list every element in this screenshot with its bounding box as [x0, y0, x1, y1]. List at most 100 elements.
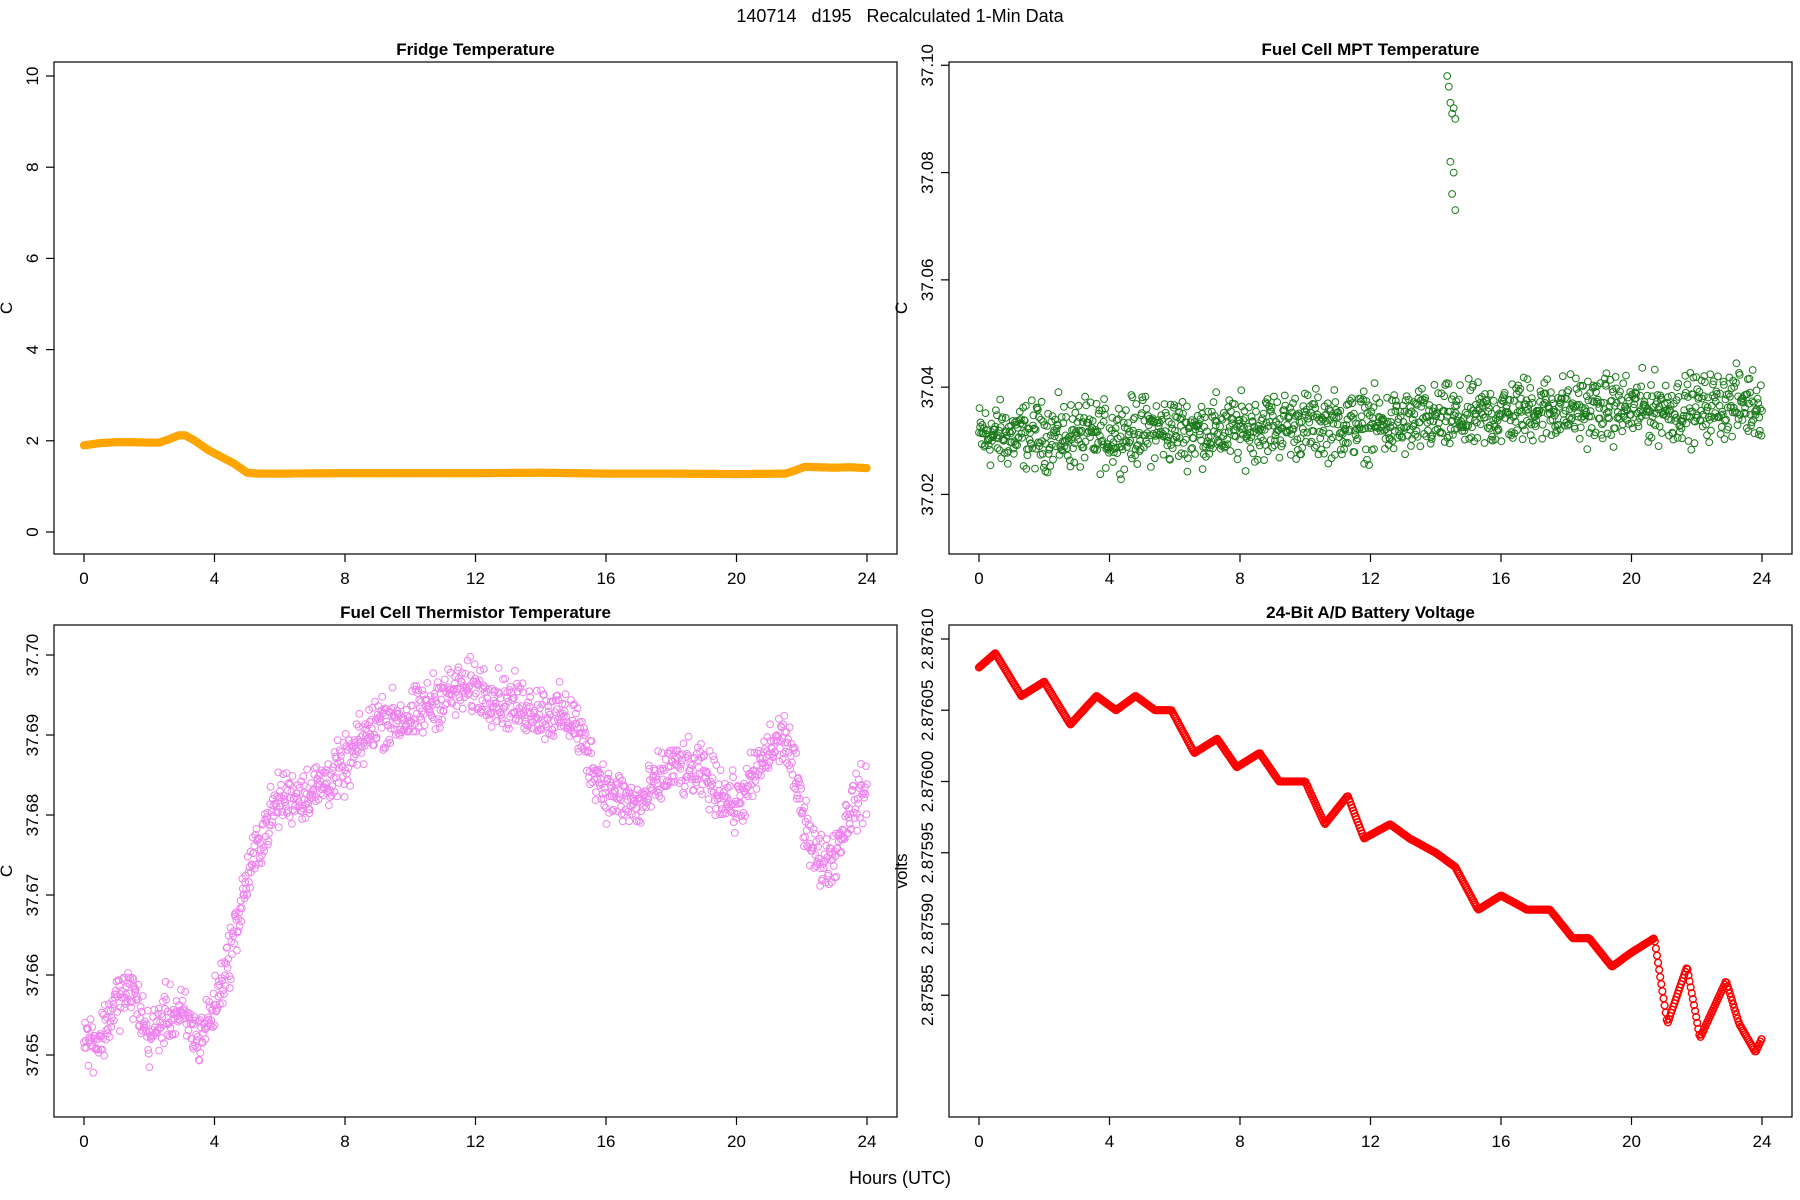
- data-point: [1736, 410, 1745, 419]
- data-point: [510, 694, 518, 702]
- data-point: [676, 764, 685, 773]
- data-point: [1319, 426, 1328, 435]
- data-point: [512, 701, 521, 710]
- data-point: [251, 864, 259, 873]
- data-point: [1352, 436, 1361, 445]
- data-point: [1745, 374, 1754, 383]
- data-point: [1214, 437, 1222, 445]
- data-point: [1730, 383, 1739, 391]
- x-tick-label: 24: [1753, 1132, 1772, 1151]
- data-point: [1686, 983, 1695, 992]
- data-point: [1598, 420, 1606, 429]
- data-point: [1129, 415, 1138, 424]
- data-point: [418, 686, 427, 695]
- data-point: [1096, 470, 1105, 479]
- data-point: [730, 829, 739, 837]
- data-point: [181, 987, 190, 996]
- data-point: [438, 715, 446, 724]
- x-tick-label: 8: [1235, 1132, 1244, 1151]
- data-point: [698, 790, 706, 799]
- data-point: [1611, 424, 1619, 433]
- data-point: [1519, 421, 1527, 430]
- data-point: [822, 835, 831, 843]
- data-point: [1579, 412, 1588, 421]
- data-point: [1147, 463, 1155, 471]
- data-point: [1398, 433, 1407, 442]
- data-point: [600, 801, 609, 810]
- data-point: [1390, 426, 1399, 435]
- x-tick-label: 16: [597, 1132, 616, 1151]
- data-point: [657, 794, 666, 803]
- data-point: [1732, 1010, 1741, 1019]
- data-point: [1263, 395, 1272, 403]
- data-point: [281, 798, 290, 806]
- data-point: [409, 727, 418, 736]
- data-point: [1547, 431, 1556, 440]
- data-point: [1445, 431, 1453, 440]
- data-point: [1474, 378, 1482, 387]
- data-point: [1094, 438, 1103, 447]
- data-point: [1237, 386, 1246, 395]
- data-point: [498, 714, 506, 723]
- data-point: [1720, 381, 1728, 389]
- data-point: [1632, 389, 1641, 398]
- data-point: [346, 782, 355, 790]
- data-point: [209, 989, 218, 998]
- data-point: [1735, 371, 1744, 379]
- data-point: [1444, 379, 1453, 388]
- data-point: [464, 690, 473, 699]
- data-point: [526, 693, 535, 701]
- data-point: [1111, 424, 1120, 433]
- data-point: [783, 759, 791, 767]
- data-point: [1048, 440, 1056, 449]
- data-point: [1535, 406, 1544, 415]
- data-point: [1322, 440, 1331, 449]
- data-point: [487, 723, 496, 731]
- data-point: [1604, 413, 1612, 422]
- data-point: [178, 996, 187, 1005]
- data-point: [1421, 394, 1430, 402]
- data-point: [305, 805, 314, 814]
- data-point: [1449, 168, 1458, 177]
- data-point: [423, 679, 432, 687]
- data-point: [118, 975, 127, 983]
- data-point: [551, 696, 560, 705]
- data-point: [1411, 430, 1420, 439]
- data-point: [1465, 434, 1474, 443]
- data-point: [417, 715, 426, 724]
- data-point: [1416, 442, 1425, 451]
- data-point: [1595, 404, 1604, 412]
- data-point: [1575, 400, 1584, 409]
- data-point: [1697, 406, 1705, 415]
- data-point: [166, 980, 174, 989]
- data-point: [1302, 438, 1310, 446]
- data-point: [441, 700, 450, 709]
- data-point: [1720, 435, 1729, 444]
- data-point: [673, 746, 682, 755]
- data-point: [532, 686, 541, 695]
- data-point: [1088, 417, 1097, 425]
- data-point: [1389, 444, 1398, 453]
- data-point: [859, 789, 868, 797]
- data-point: [1556, 399, 1565, 408]
- data-point: [719, 808, 728, 817]
- data-point: [774, 733, 783, 741]
- data-point: [601, 803, 610, 812]
- data-point: [705, 805, 714, 814]
- data-point: [779, 720, 788, 729]
- data-point: [700, 751, 709, 759]
- data-point: [1443, 72, 1452, 80]
- data-point: [1275, 453, 1284, 462]
- data-point: [1135, 447, 1144, 456]
- data-point: [636, 819, 645, 827]
- data-point: [1234, 448, 1242, 457]
- data-point: [788, 770, 797, 779]
- data-point: [1027, 439, 1036, 448]
- data-point: [816, 864, 825, 873]
- data-point: [1583, 445, 1592, 454]
- data-point: [171, 1030, 180, 1038]
- data-point: [1081, 392, 1089, 401]
- data-point: [229, 927, 238, 936]
- data-point: [1196, 430, 1204, 439]
